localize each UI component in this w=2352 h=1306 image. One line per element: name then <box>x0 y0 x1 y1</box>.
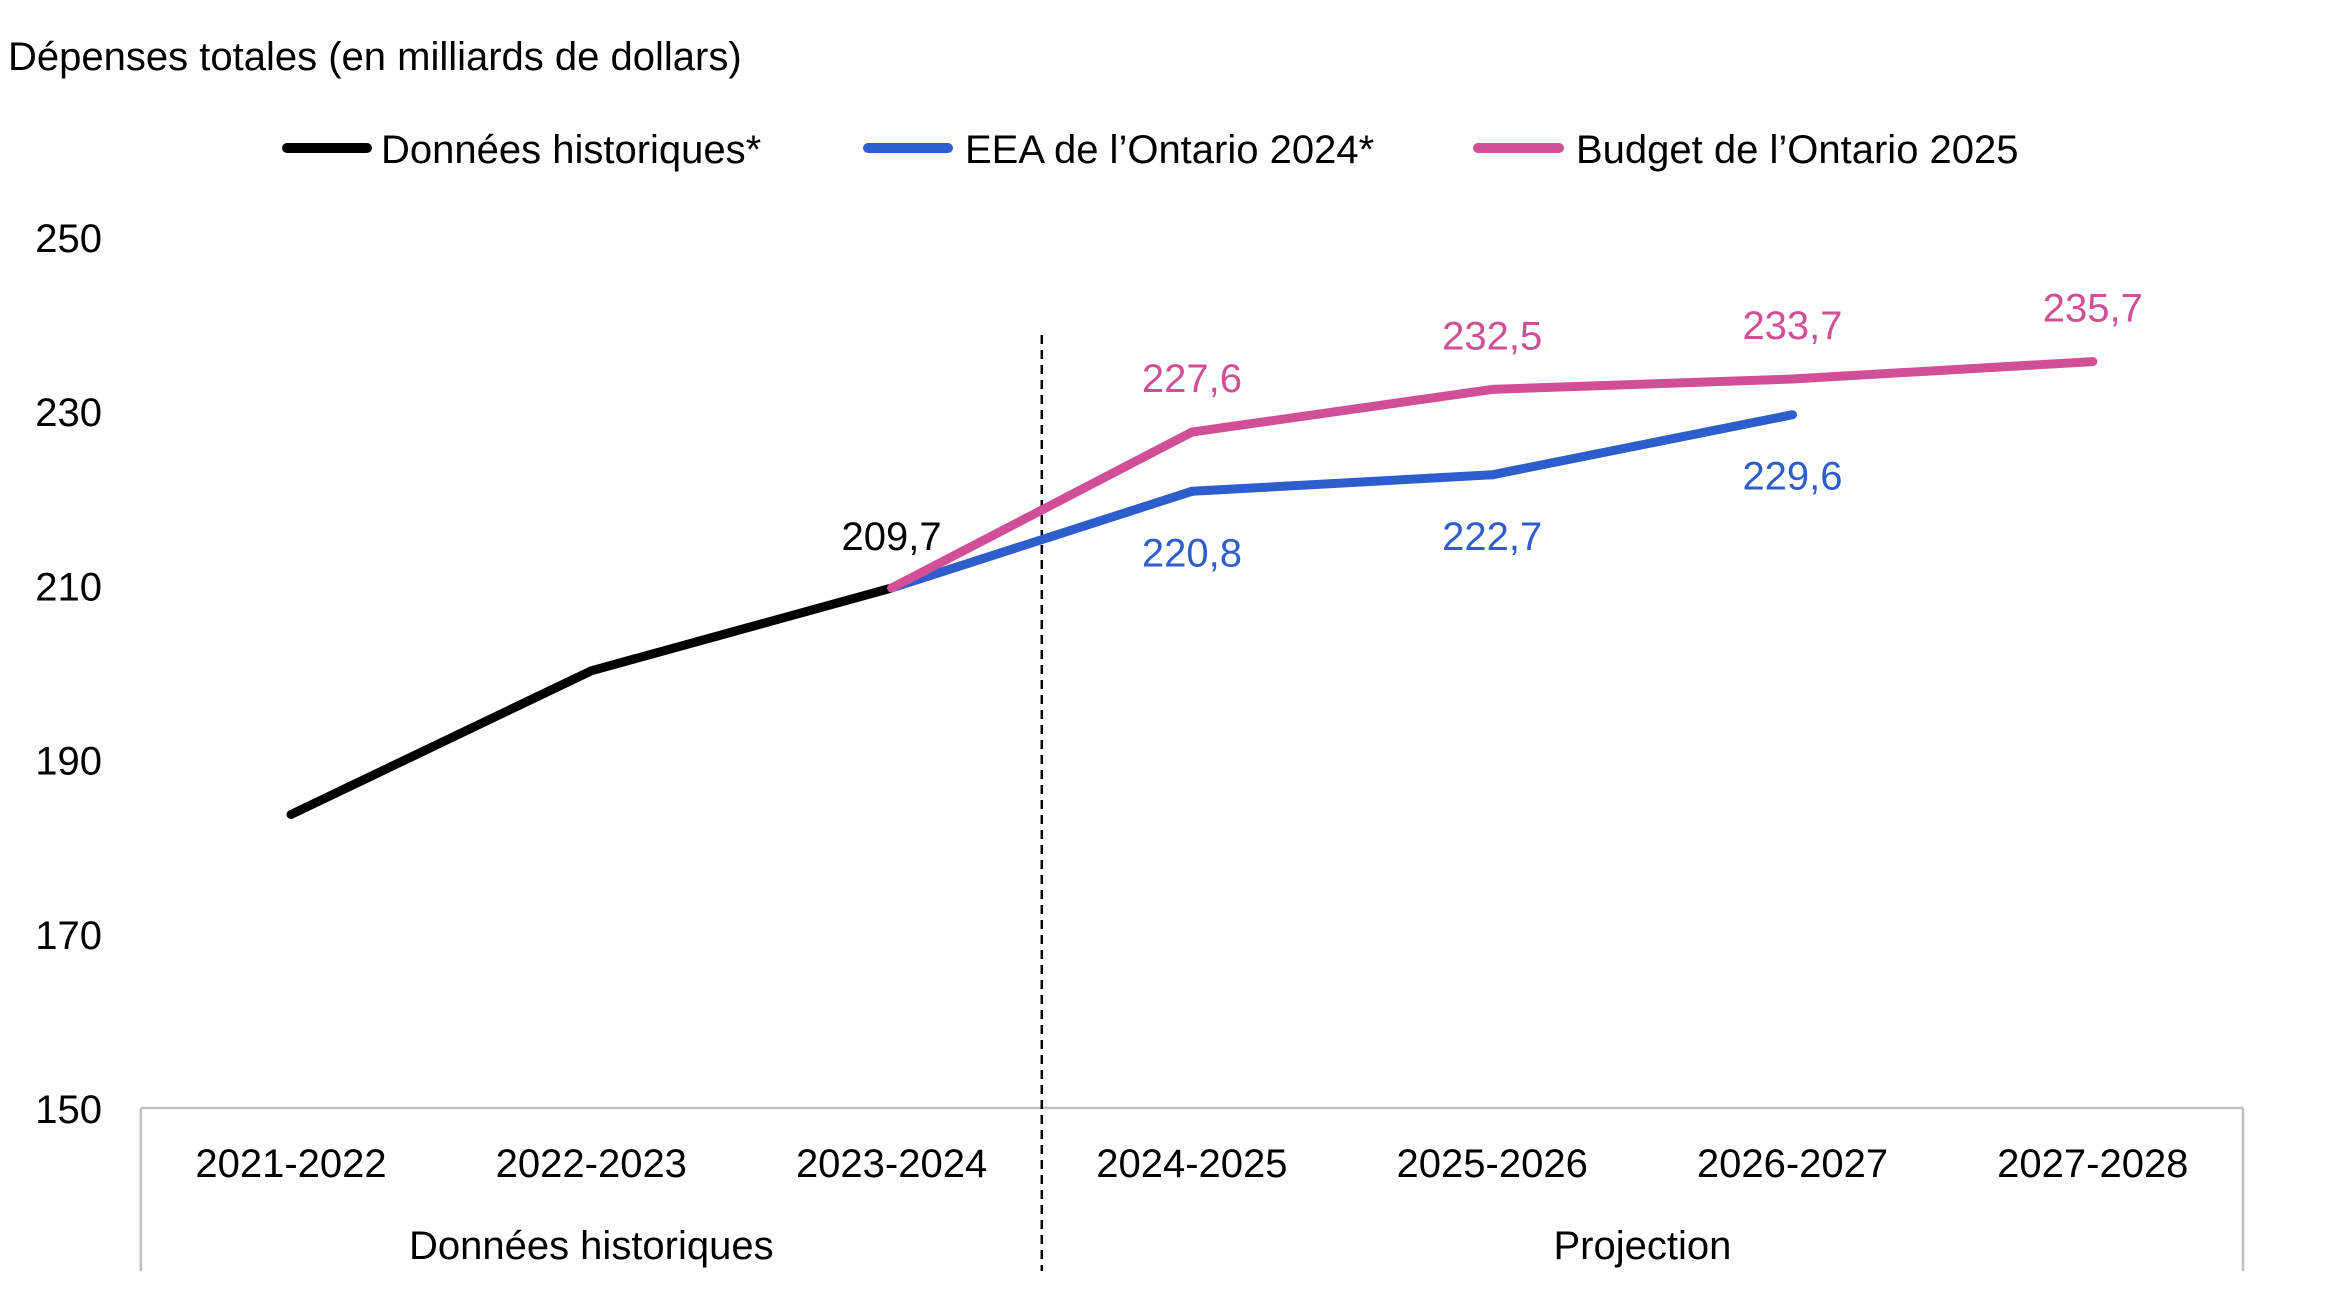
x-tick-label: 2024-2025 <box>1096 1142 1287 1186</box>
y-tick-label: 150 <box>35 1088 102 1132</box>
legend-item-budget-2025: Budget de l’Ontario 2025 <box>1473 128 2019 172</box>
data-point <box>2088 357 2098 367</box>
data-label: 235,7 <box>2043 287 2143 331</box>
legend-item-eea-2024: EEA de l’Ontario 2024* <box>863 128 1374 172</box>
legend-label-historical: Données historiques* <box>381 128 761 172</box>
data-point <box>586 666 596 676</box>
data-point <box>887 583 897 593</box>
data-point <box>1487 470 1497 480</box>
data-point <box>286 810 296 819</box>
legend-item-historical: Données historiques* <box>282 128 761 172</box>
series-line <box>289 583 893 819</box>
y-tick-label: 190 <box>35 740 102 784</box>
x-tick-label: 2025-2026 <box>1397 1142 1588 1186</box>
data-point <box>1187 486 1197 496</box>
data-label: 232,5 <box>1442 314 1542 358</box>
x-tick-label: 2022-2023 <box>496 1142 687 1186</box>
series-group <box>887 410 1797 593</box>
data-point <box>1788 374 1797 384</box>
data-label: 209,7 <box>842 515 942 559</box>
series-group <box>887 357 2098 593</box>
x-group-label: Projection <box>1553 1224 1731 1268</box>
series-line <box>890 410 1794 593</box>
data-point <box>1487 384 1497 394</box>
x-group-labels: Données historiques Projection <box>409 1224 1731 1268</box>
data-label: 222,7 <box>1442 515 1542 559</box>
data-point <box>1788 410 1797 420</box>
legend-label-eea-2024: EEA de l’Ontario 2024* <box>965 128 1374 172</box>
legend: Données historiques* EEA de l’Ontario 20… <box>282 128 2019 172</box>
x-tick-label: 2027-2028 <box>1997 1142 2188 1186</box>
y-tick-labels: 150 170 190 210 230 250 <box>35 217 102 1132</box>
legend-label-budget-2025: Budget de l’Ontario 2025 <box>1576 128 2019 172</box>
series-lines <box>286 357 2098 819</box>
x-tick-label: 2026-2027 <box>1697 1142 1888 1186</box>
data-label: 229,6 <box>1742 455 1842 499</box>
x-tick-label: 2023-2024 <box>796 1142 987 1186</box>
data-label: 227,6 <box>1142 357 1242 401</box>
y-tick-label: 250 <box>35 217 102 261</box>
data-label: 233,7 <box>1742 304 1842 348</box>
series-group <box>286 583 897 819</box>
y-tick-label: 230 <box>35 391 102 435</box>
x-group-label: Données historiques <box>409 1224 774 1268</box>
data-labels: 209,7 220,8 222,7 229,6 227,6 232,5 233,7 235,7 <box>842 287 2143 576</box>
x-category-labels: 2021-2022 2022-2023 2023-2024 2024-2025 2025… <box>195 1142 2188 1186</box>
axes <box>139 1106 2245 1271</box>
y-axis-title: Dépenses totales (en milliards de dollar… <box>8 35 742 79</box>
x-tick-label: 2021-2022 <box>195 1142 386 1186</box>
y-tick-label: 170 <box>35 914 102 958</box>
data-point <box>1187 427 1197 437</box>
y-tick-label: 210 <box>35 565 102 609</box>
data-label: 220,8 <box>1142 531 1242 575</box>
